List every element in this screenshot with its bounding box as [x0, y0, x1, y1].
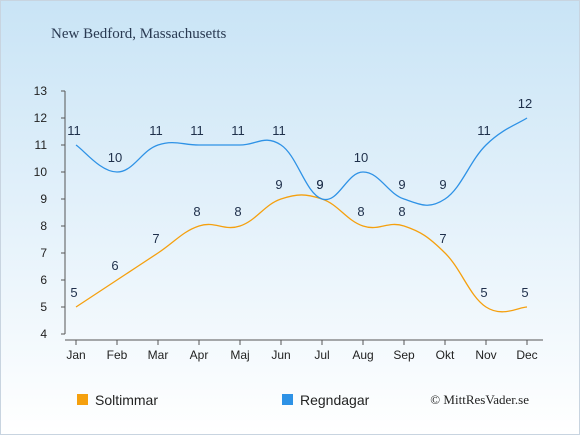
- data-label: 5: [70, 285, 77, 300]
- data-label: 10: [354, 150, 368, 165]
- data-label: 8: [357, 204, 364, 219]
- series-line-regndagar: [75, 117, 528, 206]
- x-tick-label: Jul: [314, 348, 329, 362]
- data-label: 7: [152, 231, 159, 246]
- x-tick-label: Aug: [352, 348, 373, 362]
- data-label: 10: [108, 150, 122, 165]
- y-tick-label: 13: [34, 84, 48, 98]
- data-label: 9: [398, 177, 405, 192]
- x-tick-label: Nov: [475, 348, 496, 362]
- legend-label: Soltimmar: [95, 392, 158, 408]
- y-tick-label: 4: [40, 327, 47, 341]
- data-label: 11: [272, 123, 286, 138]
- y-tick-label: 9: [40, 192, 47, 206]
- data-label: 11: [190, 123, 204, 138]
- data-label: 8: [193, 204, 200, 219]
- y-tick-label: 6: [40, 273, 47, 287]
- x-ticks: Jan Feb Mar Apr Maj Jun Jul Aug Sep Okt Nov Dec: [66, 340, 538, 362]
- data-label: 5: [480, 285, 487, 300]
- chart-title: New Bedford, Massachusetts: [51, 26, 227, 42]
- x-tick-label: Apr: [190, 348, 209, 362]
- x-tick-label: Dec: [516, 348, 537, 362]
- y-tick-label: 10: [34, 165, 48, 179]
- data-label: 5: [521, 285, 528, 300]
- data-label: 9: [316, 177, 323, 192]
- data-label: 11: [477, 123, 491, 138]
- y-tick-label: 5: [40, 300, 47, 314]
- data-label: 9: [316, 177, 323, 192]
- data-label: 11: [231, 123, 245, 138]
- data-label: 11: [67, 123, 81, 138]
- x-tick-label: Sep: [393, 348, 415, 362]
- x-tick-label: Jun: [271, 348, 290, 362]
- x-tick-label: Feb: [107, 348, 128, 362]
- data-label: 6: [111, 258, 118, 273]
- y-tick-label: 11: [35, 138, 48, 152]
- x-tick-label: Okt: [436, 348, 455, 362]
- data-label: 12: [518, 96, 532, 111]
- legend: Soltimmar Regndagar: [77, 392, 370, 408]
- data-label: 8: [234, 204, 241, 219]
- x-tick-label: Jan: [66, 348, 85, 362]
- data-label: 11: [149, 123, 163, 138]
- y-ticks: 4 5 6 7 8 9 10 11 12 13: [34, 84, 65, 341]
- data-label: 8: [398, 204, 405, 219]
- y-tick-label: 7: [40, 246, 47, 260]
- credit-text: © MittResVader.se: [430, 392, 529, 407]
- x-tick-label: Mar: [148, 348, 169, 362]
- data-label: 7: [439, 231, 446, 246]
- y-tick-label: 8: [40, 219, 47, 233]
- x-tick-label: Maj: [230, 348, 249, 362]
- data-label: 9: [275, 177, 282, 192]
- legend-swatch: [77, 394, 88, 405]
- y-tick-label: 12: [34, 111, 48, 125]
- legend-label: Regndagar: [300, 392, 370, 408]
- legend-swatch: [282, 394, 293, 405]
- data-label: 9: [439, 177, 446, 192]
- axes: [64, 91, 543, 341]
- series-line-soltimmar: [75, 194, 528, 313]
- series-lines: [75, 117, 528, 313]
